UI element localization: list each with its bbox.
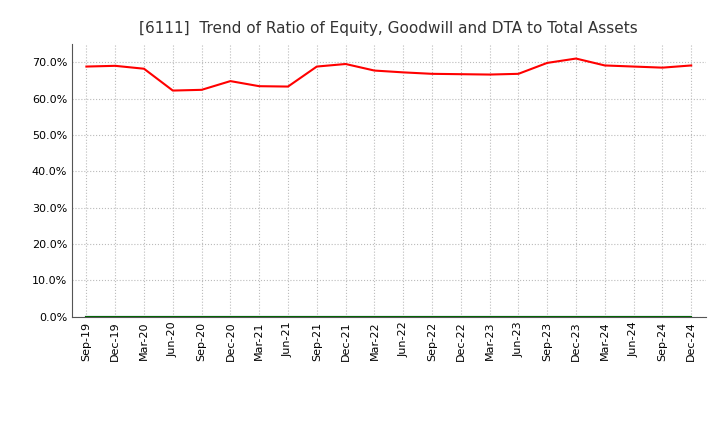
Goodwill — [82, 314, 91, 319]
Deferred Tax Assets — [284, 314, 292, 319]
Goodwill — [687, 314, 696, 319]
Goodwill — [658, 314, 667, 319]
Equity — [456, 72, 465, 77]
Goodwill — [514, 314, 523, 319]
Deferred Tax Assets — [456, 314, 465, 319]
Goodwill — [370, 314, 379, 319]
Goodwill — [226, 314, 235, 319]
Goodwill — [312, 314, 321, 319]
Goodwill — [456, 314, 465, 319]
Goodwill — [543, 314, 552, 319]
Deferred Tax Assets — [255, 314, 264, 319]
Equity — [111, 63, 120, 69]
Goodwill — [485, 314, 494, 319]
Deferred Tax Assets — [399, 314, 408, 319]
Goodwill — [572, 314, 580, 319]
Equity — [226, 78, 235, 84]
Line: Equity: Equity — [86, 59, 691, 91]
Goodwill — [428, 314, 436, 319]
Equity — [399, 70, 408, 75]
Equity — [341, 61, 350, 66]
Goodwill — [111, 314, 120, 319]
Deferred Tax Assets — [514, 314, 523, 319]
Equity — [658, 65, 667, 70]
Equity — [428, 71, 436, 77]
Deferred Tax Assets — [140, 314, 148, 319]
Goodwill — [600, 314, 609, 319]
Goodwill — [140, 314, 148, 319]
Deferred Tax Assets — [600, 314, 609, 319]
Goodwill — [284, 314, 292, 319]
Deferred Tax Assets — [197, 314, 206, 319]
Equity — [312, 64, 321, 69]
Title: [6111]  Trend of Ratio of Equity, Goodwill and DTA to Total Assets: [6111] Trend of Ratio of Equity, Goodwil… — [140, 21, 638, 36]
Goodwill — [168, 314, 177, 319]
Equity — [629, 64, 638, 69]
Equity — [82, 64, 91, 69]
Deferred Tax Assets — [572, 314, 580, 319]
Equity — [514, 71, 523, 77]
Goodwill — [255, 314, 264, 319]
Equity — [140, 66, 148, 71]
Goodwill — [399, 314, 408, 319]
Deferred Tax Assets — [428, 314, 436, 319]
Deferred Tax Assets — [312, 314, 321, 319]
Equity — [370, 68, 379, 73]
Deferred Tax Assets — [168, 314, 177, 319]
Equity — [197, 87, 206, 92]
Equity — [168, 88, 177, 93]
Goodwill — [197, 314, 206, 319]
Deferred Tax Assets — [370, 314, 379, 319]
Equity — [255, 84, 264, 89]
Deferred Tax Assets — [341, 314, 350, 319]
Deferred Tax Assets — [82, 314, 91, 319]
Deferred Tax Assets — [658, 314, 667, 319]
Equity — [485, 72, 494, 77]
Deferred Tax Assets — [485, 314, 494, 319]
Goodwill — [341, 314, 350, 319]
Equity — [600, 63, 609, 68]
Equity — [687, 63, 696, 68]
Deferred Tax Assets — [543, 314, 552, 319]
Deferred Tax Assets — [629, 314, 638, 319]
Equity — [284, 84, 292, 89]
Equity — [543, 60, 552, 66]
Deferred Tax Assets — [226, 314, 235, 319]
Goodwill — [629, 314, 638, 319]
Deferred Tax Assets — [111, 314, 120, 319]
Equity — [572, 56, 580, 61]
Deferred Tax Assets — [687, 314, 696, 319]
